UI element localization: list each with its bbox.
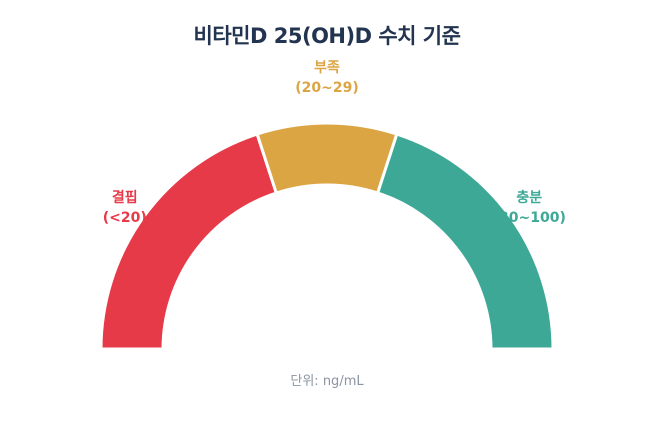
segment-range-label-3: (30~100) <box>493 210 566 226</box>
segment-range-label-1: (<20) <box>103 210 147 226</box>
segment-name-label-2: 부족 <box>314 60 340 76</box>
gauge-segment-2 <box>255 121 399 195</box>
chart-title: 비타민D 25(OH)D 수치 기준 <box>193 24 461 48</box>
gauge-segment-1 <box>99 132 279 351</box>
unit-note: 단위: ng/mL <box>290 374 364 389</box>
segment-name-label-3: 충분 <box>516 190 542 206</box>
segment-range-label-2: (20~29) <box>295 80 359 96</box>
segment-name-label-1: 결핍 <box>112 189 138 206</box>
gauge-segment-3 <box>375 132 555 351</box>
